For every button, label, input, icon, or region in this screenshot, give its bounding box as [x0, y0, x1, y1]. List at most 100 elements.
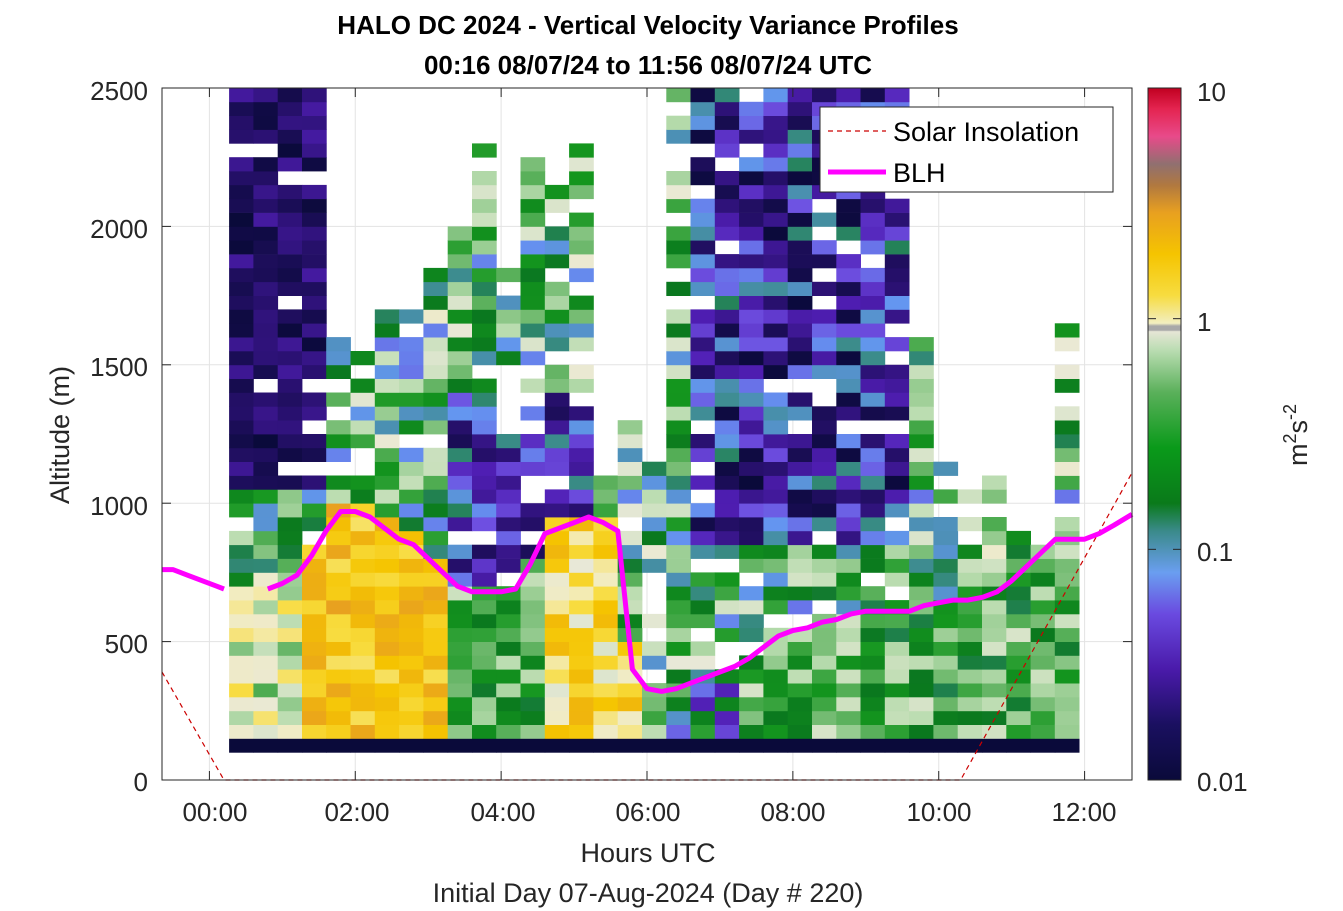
- heatmap-cell: [787, 115, 813, 130]
- heatmap-cell: [496, 641, 521, 656]
- heatmap-cell: [569, 738, 594, 753]
- heatmap-cell: [302, 323, 327, 338]
- heatmap-cell: [544, 503, 570, 518]
- heatmap-cell: [229, 351, 254, 366]
- heatmap-cell: [982, 655, 1007, 670]
- heatmap-cell: [350, 558, 376, 573]
- heatmap-cell: [374, 378, 400, 393]
- heatmap-cell: [884, 489, 910, 504]
- heatmap-cell: [812, 697, 837, 712]
- heatmap-cell: [763, 683, 789, 698]
- heatmap-cell: [374, 710, 400, 725]
- heatmap-cell: [909, 351, 934, 366]
- heatmap-cell: [399, 447, 424, 462]
- heatmap-cell: [277, 586, 303, 601]
- heatmap-cell: [666, 323, 691, 338]
- heatmap-cell: [374, 475, 400, 490]
- heatmap-cell: [666, 184, 691, 200]
- heatmap-cell: [957, 572, 983, 587]
- heatmap-cell: [350, 627, 376, 642]
- heatmap-cell: [302, 503, 327, 518]
- heatmap-cell: [374, 337, 400, 352]
- heatmap-cell: [812, 337, 837, 352]
- heatmap-cell: [277, 669, 303, 684]
- heatmap-cell: [496, 503, 521, 518]
- heatmap-cell: [909, 475, 934, 490]
- heatmap-cell: [690, 697, 716, 712]
- heatmap-cell: [836, 669, 861, 684]
- heatmap-cell: [302, 267, 327, 283]
- heatmap-cell: [812, 434, 837, 449]
- heatmap-cell: [277, 281, 303, 296]
- heatmap-cell: [423, 447, 449, 462]
- heatmap-cell: [399, 461, 424, 476]
- heatmap-cell: [399, 600, 424, 615]
- heatmap-cell: [957, 600, 983, 615]
- heatmap-cell: [326, 613, 351, 629]
- heatmap-cell: [1054, 683, 1080, 698]
- heatmap-cell: [836, 392, 861, 407]
- heatmap-cell: [447, 226, 473, 241]
- heatmap-cell: [860, 586, 886, 601]
- heatmap-cell: [739, 351, 764, 366]
- heatmap-cell: [496, 627, 521, 642]
- blh-line-segment-1: [162, 567, 225, 592]
- heatmap-cell: [812, 281, 837, 296]
- heatmap-cell: [836, 586, 861, 601]
- heatmap-cell: [302, 240, 327, 255]
- heatmap-cell: [666, 420, 691, 435]
- heatmap-cell: [569, 641, 594, 656]
- heatmap-cell: [933, 489, 959, 504]
- heatmap-cell: [884, 461, 910, 476]
- heatmap-cell: [520, 627, 546, 642]
- heatmap-cell: [763, 461, 789, 476]
- heatmap-cell: [423, 461, 449, 476]
- heatmap-cell: [860, 683, 886, 698]
- heatmap-cell: [277, 378, 303, 393]
- heatmap-cell: [812, 461, 837, 476]
- heatmap-cell: [836, 530, 861, 546]
- heatmap-cell: [350, 544, 376, 559]
- heatmap-cell: [812, 627, 837, 642]
- heatmap-cell: [520, 240, 546, 255]
- heatmap-cell: [544, 641, 570, 656]
- heatmap-cell: [1006, 724, 1031, 739]
- heatmap-cell: [642, 461, 667, 476]
- heatmap-cell: [253, 710, 279, 725]
- heatmap-cell: [423, 683, 449, 698]
- heatmap-cell: [326, 337, 351, 352]
- heatmap-cell: [350, 683, 376, 698]
- heatmap-cell: [423, 323, 449, 338]
- heatmap-cell: [593, 586, 619, 601]
- heatmap-cell: [666, 129, 691, 144]
- heatmap-cell: [933, 461, 959, 476]
- heatmap-cell: [447, 351, 473, 366]
- heatmap-cell: [1054, 364, 1080, 379]
- heatmap-cell: [1054, 724, 1080, 739]
- heatmap-cell: [666, 461, 691, 476]
- heatmap-cell: [229, 586, 254, 601]
- heatmap-cell: [714, 115, 740, 130]
- heatmap-cell: [569, 724, 594, 739]
- heatmap-cell: [593, 655, 619, 670]
- heatmap-cell: [569, 697, 594, 712]
- heatmap-cell: [812, 544, 837, 559]
- heatmap-cell: [666, 489, 691, 504]
- heatmap-cell: [229, 669, 254, 684]
- heatmap-cell: [374, 613, 400, 629]
- heatmap-cell: [399, 351, 424, 366]
- heatmap-cell: [399, 683, 424, 698]
- heatmap-cell: [666, 198, 691, 213]
- heatmap-cell: [229, 184, 254, 200]
- variance-heatmap: [229, 88, 1080, 753]
- heatmap-cell: [642, 655, 667, 670]
- heatmap-cell: [690, 364, 716, 379]
- heatmap-cell: [447, 697, 473, 712]
- heatmap-cell: [690, 475, 716, 490]
- heatmap-cell: [447, 254, 473, 269]
- heatmap-cell: [739, 558, 764, 573]
- heatmap-cell: [326, 683, 351, 698]
- heatmap-cell: [909, 572, 934, 587]
- heatmap-cell: [787, 434, 813, 449]
